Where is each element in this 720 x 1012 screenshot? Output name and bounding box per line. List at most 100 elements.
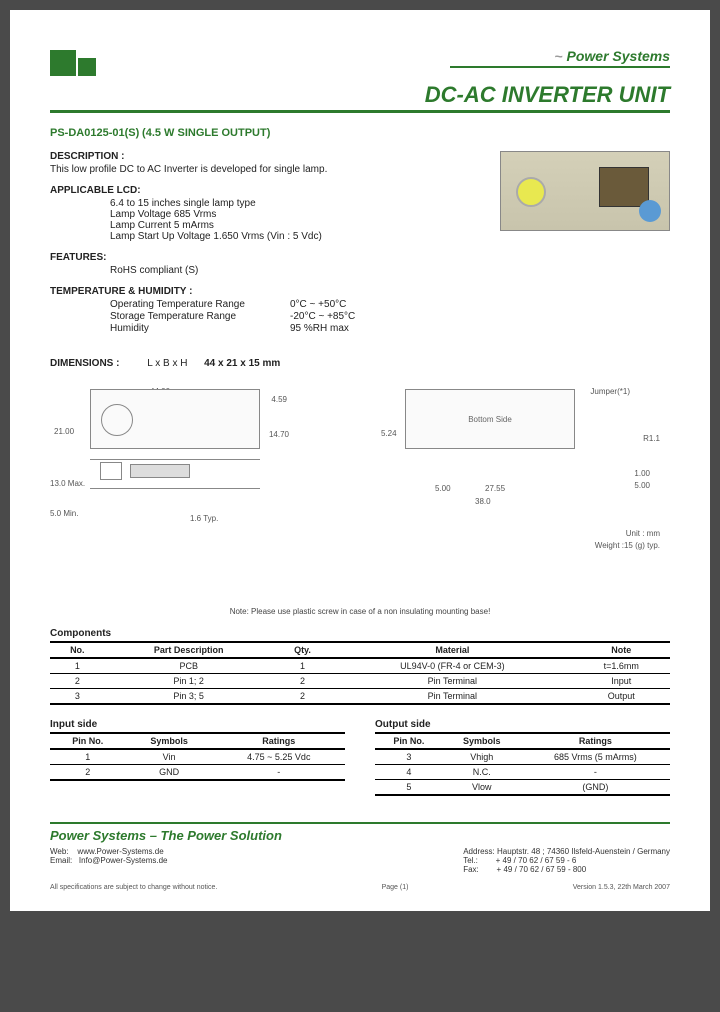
applicable-line: Lamp Start Up Voltage 1.650 Vrms (Vin : … (110, 231, 480, 242)
applicable-line: Lamp Voltage 685 Vrms (110, 209, 480, 220)
footer-row: Address: Hauptstr. 48 ; 74360 Ilsfeld-Au… (463, 847, 670, 856)
specs-column: DESCRIPTION : This low profile DC to AC … (50, 151, 480, 344)
tel-label: Tel.: (463, 856, 478, 865)
dim-typ: 1.6 Typ. (190, 514, 218, 523)
table-cell: 4 (375, 765, 443, 780)
table-cell: Pin 3; 5 (105, 689, 273, 705)
output-table: Pin No. Symbols Ratings 3Vhigh685 Vrms (… (375, 732, 670, 796)
temp-val: -20°C ~ +85°C (290, 311, 355, 322)
table-row: 3Vhigh685 Vrms (5 mArms) (375, 749, 670, 765)
dim-h2: 14.70 (269, 430, 289, 439)
components-section: Components No. Part Description Qty. Mat… (50, 628, 670, 705)
table-cell: (GND) (521, 780, 670, 796)
dim-side-b: 5.0 Min. (50, 509, 78, 518)
dim-spec: L x B x H (147, 358, 187, 369)
table-cell: 2 (273, 689, 332, 705)
version: Version 1.5.3, 22th March 2007 (573, 884, 670, 891)
footer-columns: Web: www.Power-Systems.de Email: Info@Po… (50, 847, 670, 874)
table-cell: Vhigh (443, 749, 521, 765)
th: Material (332, 642, 572, 658)
temp-val: 95 %RH max (290, 323, 349, 334)
applicable-line: 6.4 to 15 inches single lamp type (110, 198, 480, 209)
table-cell: - (521, 765, 670, 780)
table-cell: UL94V-0 (FR-4 or CEM-3) (332, 658, 572, 674)
dim-d4: 5.24 (381, 429, 397, 438)
th: Ratings (213, 733, 345, 749)
diagrams: 44.00 4.59 14.70 21.00 13.0 Max. 5.0 Min… (50, 389, 670, 599)
logo-square-small (78, 58, 96, 76)
dim-side-h: 13.0 Max. (50, 479, 85, 488)
input-title: Input side (50, 719, 345, 730)
dim-value: 44 x 21 x 15 mm (204, 358, 280, 369)
io-tables: Input side Pin No. Symbols Ratings 1Vin4… (50, 719, 670, 796)
bottom-side-label: Bottom Side (468, 415, 512, 424)
dim-h: 21.00 (54, 427, 74, 436)
applicable-list: 6.4 to 15 inches single lamp type Lamp V… (50, 198, 480, 242)
table-row: 2Pin 1; 22Pin TerminalInput (50, 674, 670, 689)
table-cell: 4.75 ~ 5.25 Vdc (213, 749, 345, 765)
product-photo-wrap (500, 151, 670, 344)
th: Part Description (105, 642, 273, 658)
datasheet-page: Power Systems DC-AC INVERTER UNIT PS-DA0… (10, 10, 710, 911)
table-cell: Input (573, 674, 671, 689)
th: Pin No. (375, 733, 443, 749)
table-cell: Vlow (443, 780, 521, 796)
footer-tagline: Power Systems – The Power Solution (50, 828, 670, 843)
addr-value: Hauptstr. 48 ; 74360 Ilsfeld-Auenstein /… (497, 847, 670, 856)
dim-d1: 5.00 (435, 484, 451, 493)
email-value: Info@Power-Systems.de (79, 856, 168, 865)
table-cell: N.C. (443, 765, 521, 780)
components-title: Components (50, 628, 670, 639)
table-row: 3Pin 3; 52Pin TerminalOutput (50, 689, 670, 705)
diagram-note: Note: Please use plastic screw in case o… (50, 607, 670, 616)
dim-d5: 1.00 (634, 469, 650, 478)
output-title: Output side (375, 719, 670, 730)
applicable-line: Lamp Current 5 mArms (110, 220, 480, 231)
input-table: Pin No. Symbols Ratings 1Vin4.75 ~ 5.25 … (50, 732, 345, 781)
table-cell: 2 (50, 765, 126, 781)
temp-block: TEMPERATURE & HUMIDITY : Operating Tempe… (50, 286, 480, 334)
pcb-top-view: 4.59 14.70 (90, 389, 260, 449)
table-cell: 2 (273, 674, 332, 689)
table-cell: 1 (50, 658, 105, 674)
fax-value: + 49 / 70 62 / 67 59 - 800 (497, 865, 587, 874)
table-row: 1PCB1UL94V-0 (FR-4 or CEM-3)t=1.6mm (50, 658, 670, 674)
top-content: DESCRIPTION : This low profile DC to AC … (50, 151, 670, 344)
dim-label: DIMENSIONS : (50, 358, 119, 369)
side-comp-icon (100, 462, 122, 480)
applicable-label: APPLICABLE LCD: (50, 185, 480, 196)
table-cell: - (213, 765, 345, 781)
brand-name: Power Systems (450, 48, 670, 68)
footer-right: Address: Hauptstr. 48 ; 74360 Ilsfeld-Au… (463, 847, 670, 874)
table-cell: 1 (50, 749, 126, 765)
dim-d3: 38.0 (475, 497, 491, 506)
photo-cap2-icon (639, 200, 661, 222)
table-row: 1Vin4.75 ~ 5.25 Vdc (50, 749, 345, 765)
description-text: This low profile DC to AC Inverter is de… (50, 164, 480, 175)
components-table: No. Part Description Qty. Material Note … (50, 641, 670, 705)
photo-transformer-icon (599, 167, 649, 207)
th: Qty. (273, 642, 332, 658)
web-label: Web: (50, 847, 69, 856)
page-number: Page (1) (382, 884, 409, 891)
table-cell: 5 (375, 780, 443, 796)
footer: Power Systems – The Power Solution Web: … (50, 822, 670, 891)
description-block: DESCRIPTION : This low profile DC to AC … (50, 151, 480, 175)
table-header-row: Pin No. Symbols Ratings (50, 733, 345, 749)
diagram-circle-icon (101, 404, 133, 436)
table-cell: 1 (273, 658, 332, 674)
table-header-row: No. Part Description Qty. Material Note (50, 642, 670, 658)
temp-row: Storage Temperature Range-20°C ~ +85°C (110, 311, 480, 322)
table-cell: 685 Vrms (5 mArms) (521, 749, 670, 765)
table-cell: 2 (50, 674, 105, 689)
th: Note (573, 642, 671, 658)
pcb-side-view (90, 459, 260, 489)
footer-row: Tel.: + 49 / 70 62 / 67 59 - 6 (463, 856, 670, 865)
diagram-right: Jumper(*1) Bottom Side 5.24 R1.1 1.00 5.… (375, 389, 670, 599)
table-cell: GND (126, 765, 213, 781)
page-title: DC-AC INVERTER UNIT (50, 82, 670, 113)
temp-row: Operating Temperature Range0°C ~ +50°C (110, 299, 480, 310)
addr-label: Address: (463, 847, 495, 856)
product-photo (500, 151, 670, 231)
model-subtitle: (4.5 W SINGLE OUTPUT) (142, 127, 270, 139)
